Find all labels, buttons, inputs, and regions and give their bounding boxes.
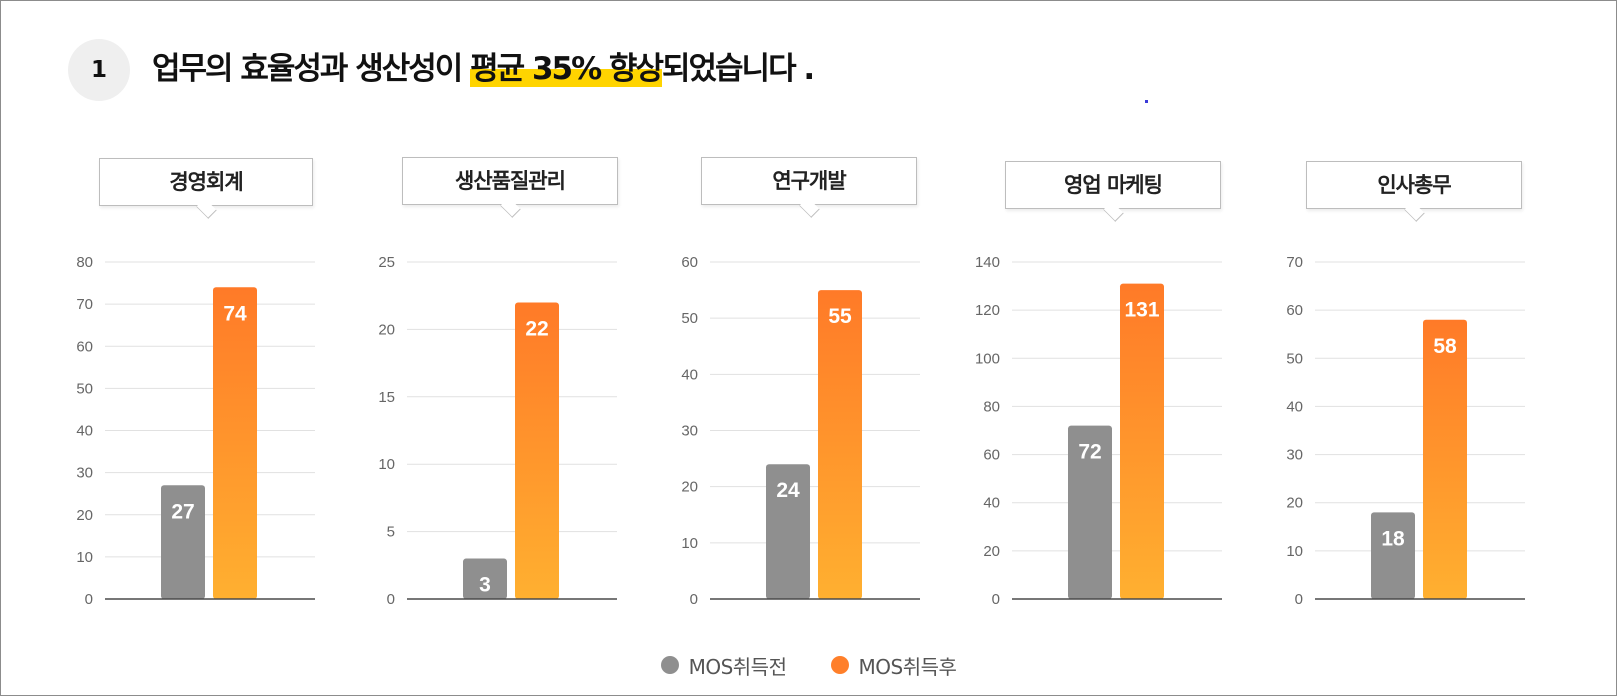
y-tick-label: 30 — [681, 423, 698, 440]
bar-before — [463, 558, 507, 599]
y-tick-label: 20 — [76, 507, 93, 524]
y-tick-label: 60 — [1286, 302, 1303, 319]
y-tick-label: 140 — [975, 254, 1000, 271]
chart-3: 0 10 20 30 40 50 60 24 55 — [681, 254, 920, 608]
bar-before — [1371, 512, 1415, 599]
y-tick-label: 30 — [1286, 447, 1303, 464]
legend-item-before: MOS취득전 — [660, 651, 787, 680]
chart-1: 0 10 20 30 40 50 60 70 80 27 74 — [76, 254, 315, 608]
y-tick-label: 0 — [85, 591, 93, 608]
bar-label-after: 58 — [1433, 335, 1457, 358]
y-tick-label: 100 — [975, 350, 1000, 367]
bar-after — [1423, 319, 1467, 599]
chart-title-box-4: 영업 마케팅 — [1005, 161, 1221, 222]
bar-label-after: 22 — [525, 317, 548, 340]
y-tick-label: 80 — [983, 398, 1000, 415]
y-tick-label: 60 — [983, 447, 1000, 464]
y-tick-label: 20 — [983, 543, 1000, 560]
y-tick-label: 120 — [975, 302, 1000, 319]
headline-highlight: 평균 35% 향상 — [470, 51, 664, 87]
y-tick-label: 0 — [1295, 591, 1303, 608]
y-tick-label: 40 — [681, 366, 698, 383]
bar-label-before: 24 — [776, 479, 800, 502]
y-tick-label: 20 — [1286, 495, 1303, 512]
y-tick-label: 10 — [76, 549, 93, 566]
legend-dot-before — [660, 656, 679, 674]
bar-before — [1068, 425, 1112, 599]
headline-text-before: 업무의 효율성과 생산성이 — [152, 51, 471, 87]
bar-after — [213, 287, 257, 599]
section-number-badge: 1 — [68, 39, 130, 101]
y-tick-label: 10 — [1286, 543, 1303, 560]
chart-title: 생산품질관리 — [455, 169, 566, 193]
bar-label-after: 55 — [828, 305, 852, 328]
y-tick-label: 40 — [983, 495, 1000, 512]
bar-after — [1120, 283, 1164, 599]
bar-label-after: 74 — [223, 302, 247, 325]
chart-title: 인사총무 — [1377, 173, 1451, 197]
y-tick-label: 60 — [681, 254, 698, 271]
y-tick-label: 0 — [387, 591, 395, 608]
legend: MOS취득전 MOS취득후 — [1, 650, 1616, 680]
y-tick-label: 0 — [690, 591, 698, 608]
bar-label-before: 27 — [171, 500, 194, 523]
y-tick-label: 10 — [378, 456, 395, 473]
legend-dot-after — [830, 656, 849, 674]
chart-title: 경영회계 — [169, 170, 243, 194]
bar-label-after: 131 — [1124, 299, 1159, 322]
legend-label-before: MOS취득전 — [688, 654, 787, 679]
chart-title-box-1: 경영회계 — [99, 158, 313, 219]
y-tick-label: 40 — [1286, 398, 1303, 415]
bar-after — [515, 302, 559, 599]
decorative-dot — [1145, 100, 1148, 103]
bar-before — [161, 485, 205, 599]
bar-after — [818, 290, 862, 599]
bar-label-before: 3 — [479, 574, 491, 597]
legend-label-after: MOS취득후 — [858, 654, 957, 679]
y-tick-label: 50 — [76, 380, 93, 397]
y-tick-label: 70 — [76, 296, 93, 313]
chart-title-box-2: 생산품질관리 — [402, 157, 618, 218]
y-tick-label: 10 — [681, 535, 698, 552]
y-tick-label: 70 — [1286, 254, 1303, 271]
y-tick-label: 50 — [1286, 350, 1303, 367]
y-tick-label: 20 — [378, 321, 395, 338]
bar-before — [766, 464, 810, 599]
y-tick-label: 60 — [76, 338, 93, 355]
chart-2: 0 5 10 15 20 25 3 22 — [378, 254, 617, 608]
y-tick-label: 20 — [681, 479, 698, 496]
y-tick-label: 80 — [76, 254, 93, 271]
chart-5: 0 10 20 30 40 50 60 70 18 58 — [1286, 254, 1525, 608]
headline: 업무의 효율성과 생산성이 평균 35% 향상되었습니다 . — [152, 47, 815, 91]
chart-title: 영업 마케팅 — [1064, 173, 1163, 197]
bar-label-before: 18 — [1381, 527, 1405, 550]
y-tick-label: 30 — [76, 465, 93, 482]
chart-title: 연구개발 — [772, 169, 846, 193]
chart-title-box-3: 연구개발 — [701, 157, 917, 218]
legend-item-after: MOS취득후 — [830, 651, 957, 680]
y-tick-label: 15 — [378, 389, 395, 406]
y-tick-label: 50 — [681, 310, 698, 327]
chart-title-box-5: 인사총무 — [1306, 161, 1522, 222]
headline-text-after: 되었습니다 . — [661, 51, 815, 87]
bar-label-before: 72 — [1078, 441, 1101, 464]
y-tick-label: 25 — [378, 254, 395, 271]
y-tick-label: 5 — [387, 524, 395, 541]
chart-4: 0 20 40 60 80 100 120 140 72 131 — [975, 254, 1222, 608]
y-tick-label: 0 — [992, 591, 1000, 608]
y-tick-label: 40 — [76, 423, 93, 440]
